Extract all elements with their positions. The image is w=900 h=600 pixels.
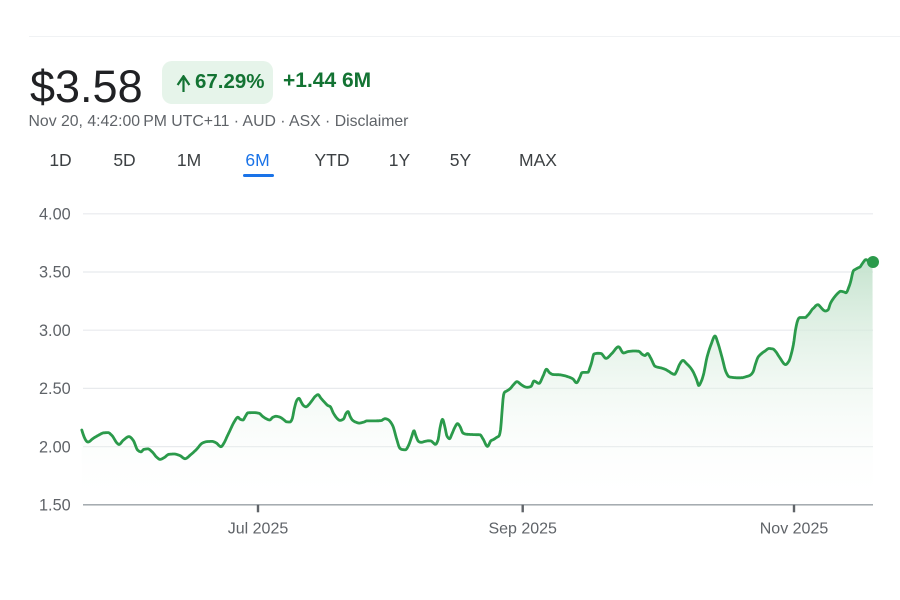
svg-text:3.00: 3.00 <box>39 322 71 340</box>
svg-text:2.00: 2.00 <box>39 438 71 456</box>
svg-text:4.00: 4.00 <box>39 206 71 224</box>
svg-text:Jul 2025: Jul 2025 <box>228 521 289 538</box>
svg-text:Nov 2025: Nov 2025 <box>760 521 829 538</box>
svg-text:1.50: 1.50 <box>39 497 71 515</box>
svg-text:2.50: 2.50 <box>39 380 71 398</box>
svg-text:Sep 2025: Sep 2025 <box>488 521 557 538</box>
svg-text:3.50: 3.50 <box>39 264 71 282</box>
